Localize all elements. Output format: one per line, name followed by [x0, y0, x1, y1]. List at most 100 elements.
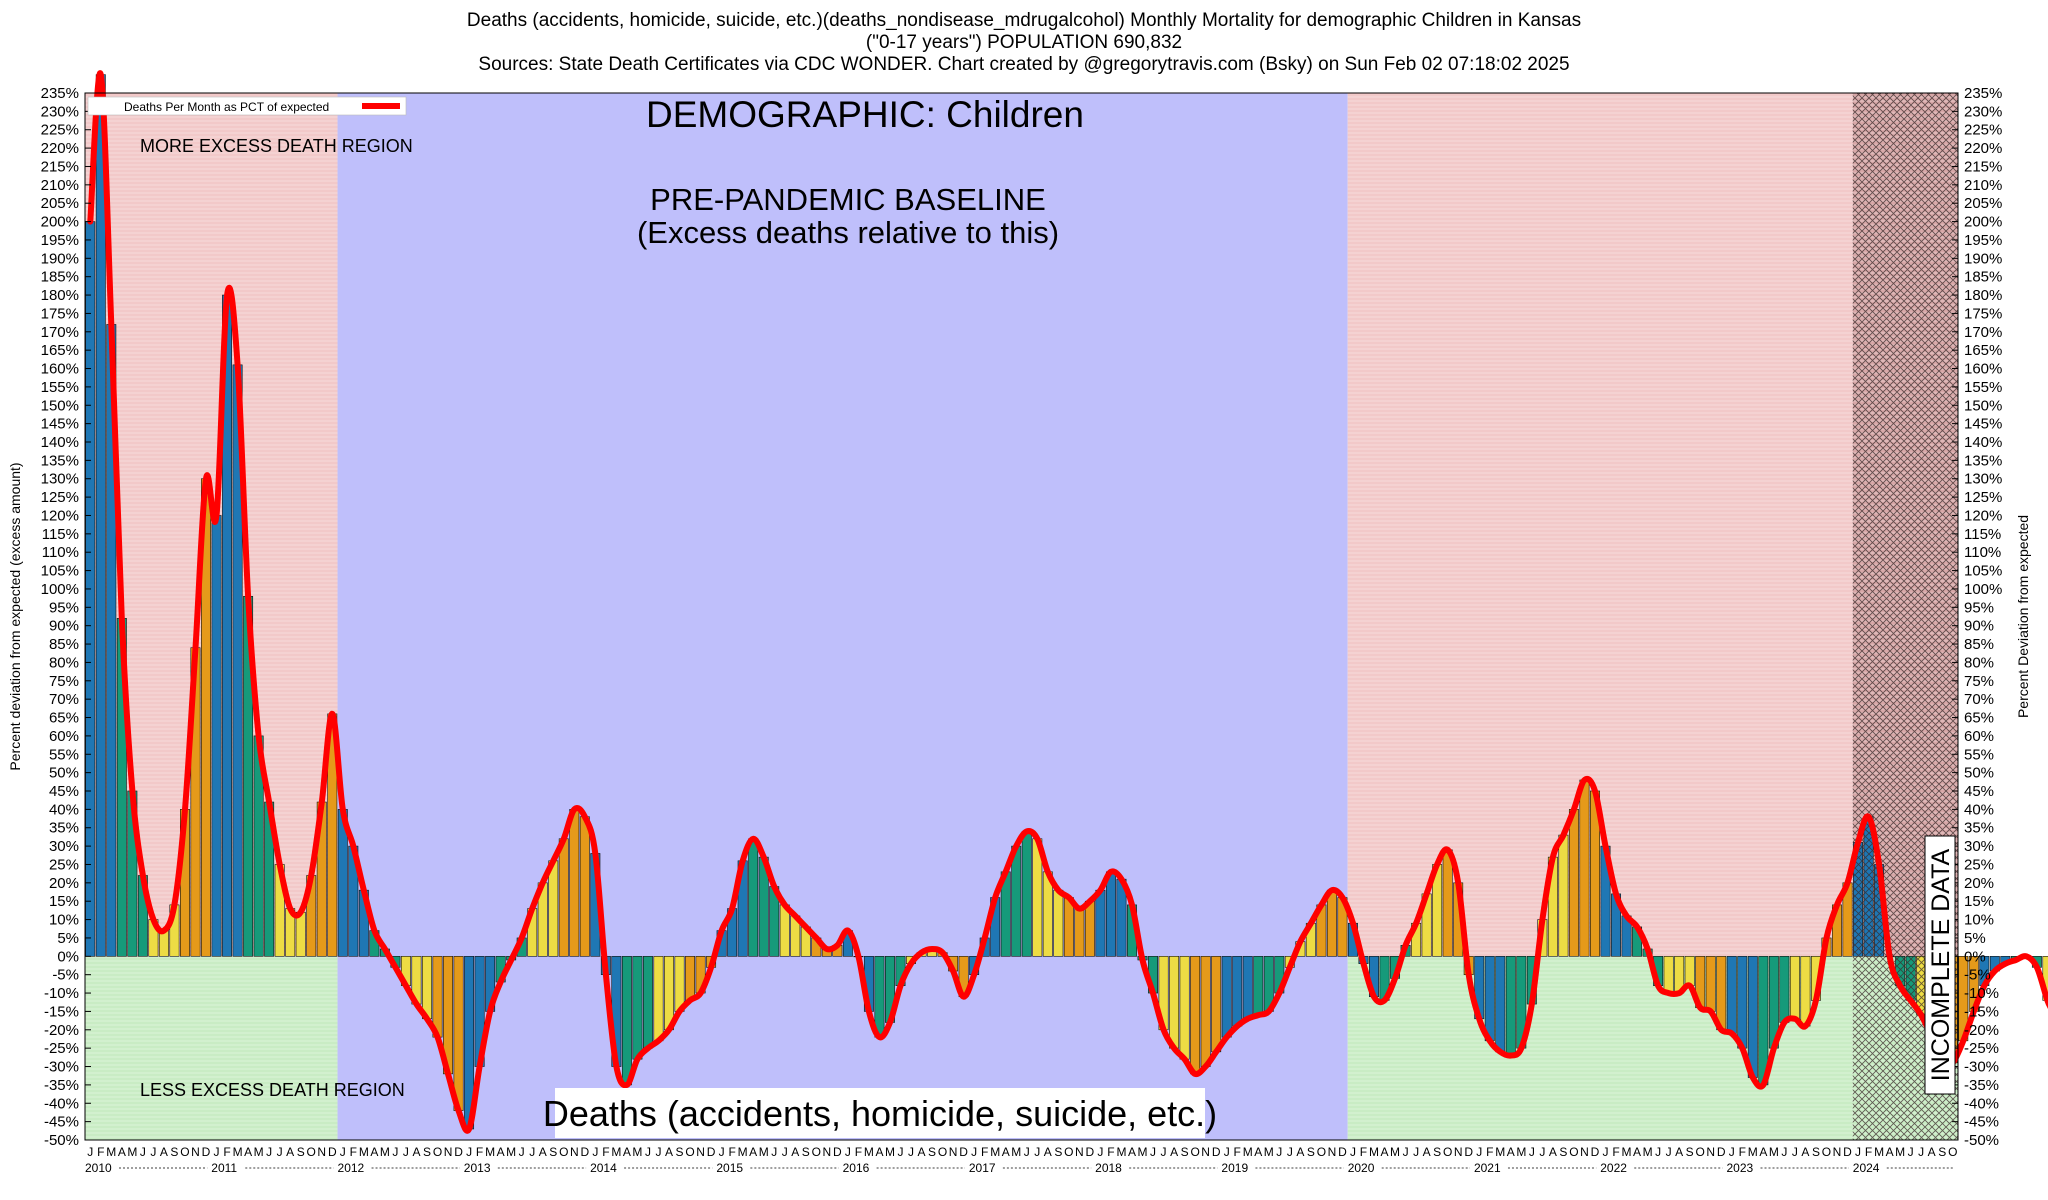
- ytick-label-right--5: -5%: [1964, 967, 1991, 984]
- month-label-15: A: [244, 1145, 252, 1159]
- footer-label-box: [555, 1088, 1205, 1138]
- ytick-label-right-25: 25%: [1964, 856, 1994, 873]
- month-label-175: A: [1928, 1145, 1936, 1159]
- month-label-157: F: [1739, 1145, 1746, 1159]
- ytick-label-left-10: 10%: [49, 912, 79, 929]
- ytick-label-right-125: 125%: [1964, 489, 2002, 506]
- ytick-label-right-215: 215%: [1964, 158, 2002, 175]
- month-label-138: J: [1539, 1145, 1545, 1159]
- ytick-label-left-30: 30%: [49, 838, 79, 855]
- bar-51: [621, 956, 632, 1086]
- bar-52: [632, 956, 643, 1060]
- month-label-28: M: [380, 1145, 390, 1159]
- month-label-77: J: [897, 1145, 903, 1159]
- month-label-39: A: [497, 1145, 505, 1159]
- month-label-156: J: [1729, 1145, 1735, 1159]
- month-label-125: J: [1403, 1145, 1409, 1159]
- ytick-label-right-110: 110%: [1964, 544, 2001, 561]
- ytick-label-right--25: -25%: [1964, 1040, 1999, 1057]
- ytick-label-right--15: -15%: [1964, 1003, 1999, 1020]
- year-label-2021: 2021: [1474, 1161, 1501, 1175]
- ytick-label-left-195: 195%: [41, 232, 79, 249]
- month-label-101: J: [1150, 1145, 1156, 1159]
- bar-57: [685, 956, 696, 1001]
- month-label-107: D: [1212, 1145, 1221, 1159]
- ytick-label-right-5: 5%: [1964, 930, 1986, 947]
- ytick-label-right-45: 45%: [1964, 783, 1994, 800]
- ytick-label-right-225: 225%: [1964, 122, 2002, 139]
- ytick-label-right-80: 80%: [1964, 654, 1994, 671]
- month-label-94: N: [1075, 1145, 1084, 1159]
- ytick-label-left-45: 45%: [49, 783, 79, 800]
- bar-44: [548, 860, 559, 957]
- ytick-label-right-235: 235%: [1964, 85, 2002, 102]
- ytick-label-left-15: 15%: [49, 893, 79, 910]
- annotation-footer-label: Deaths (accidents, homicide, suicide, et…: [543, 1093, 1217, 1134]
- month-label-69: O: [812, 1145, 821, 1159]
- month-label-46: N: [570, 1145, 579, 1159]
- month-label-154: N: [1706, 1145, 1715, 1159]
- ytick-label-right--50: -50%: [1964, 1132, 1999, 1149]
- bar-53: [642, 956, 653, 1049]
- month-label-95: D: [1086, 1145, 1095, 1159]
- month-label-23: D: [328, 1145, 337, 1159]
- ytick-label-left-165: 165%: [41, 342, 79, 359]
- ytick-label-left-155: 155%: [41, 379, 79, 396]
- ytick-label-left-70: 70%: [49, 691, 79, 708]
- month-label-90: J: [1034, 1145, 1040, 1159]
- month-label-82: N: [949, 1145, 958, 1159]
- ytick-label-right-195: 195%: [1964, 232, 2002, 249]
- month-label-71: D: [833, 1145, 842, 1159]
- ytick-label-right-155: 155%: [1964, 379, 2002, 396]
- month-label-8: S: [170, 1145, 178, 1159]
- month-label-87: A: [1002, 1145, 1010, 1159]
- ytick-label-right--10: -10%: [1964, 985, 1999, 1002]
- month-label-120: J: [1350, 1145, 1356, 1159]
- bar-20: [295, 911, 306, 957]
- bar-45: [558, 838, 569, 957]
- month-label-126: J: [1413, 1145, 1419, 1159]
- ytick-label-left-225: 225%: [41, 122, 79, 139]
- month-label-130: N: [1454, 1145, 1463, 1159]
- ytick-label-right-190: 190%: [1964, 250, 2002, 267]
- y-axis-label-right: Percent Deviation from expected: [2015, 515, 2031, 718]
- month-label-67: A: [791, 1145, 799, 1159]
- ytick-label-right-210: 210%: [1964, 177, 2002, 194]
- month-label-104: S: [1181, 1145, 1189, 1159]
- annotation-baseline-line1: PRE-PANDEMIC BASELINE: [650, 182, 1046, 217]
- month-label-161: J: [1781, 1145, 1787, 1159]
- month-label-0: J: [87, 1145, 93, 1159]
- month-label-113: J: [1276, 1145, 1282, 1159]
- month-label-177: O: [1948, 1145, 1957, 1159]
- ytick-label-right-120: 120%: [1964, 507, 2002, 524]
- month-label-54: J: [655, 1145, 661, 1159]
- month-label-119: D: [1338, 1145, 1347, 1159]
- year-label-2013: 2013: [464, 1161, 491, 1175]
- month-label-61: F: [728, 1145, 735, 1159]
- month-label-83: D: [959, 1145, 968, 1159]
- month-label-56: S: [676, 1145, 684, 1159]
- bar-105: [1190, 956, 1201, 1075]
- bar-1: [95, 74, 106, 957]
- month-label-150: J: [1666, 1145, 1672, 1159]
- month-label-129: O: [1443, 1145, 1452, 1159]
- chart-title-line-3: Sources: State Death Certificates via CD…: [478, 54, 1570, 75]
- ytick-label-left--20: -20%: [44, 1022, 79, 1039]
- month-label-74: M: [864, 1145, 874, 1159]
- month-label-47: D: [580, 1145, 589, 1159]
- ytick-label-left-190: 190%: [41, 250, 79, 267]
- month-label-88: M: [1011, 1145, 1021, 1159]
- ytick-label-right-20: 20%: [1964, 875, 1994, 892]
- bar-95: [1084, 900, 1095, 957]
- month-label-155: D: [1717, 1145, 1726, 1159]
- month-label-123: A: [1381, 1145, 1389, 1159]
- ytick-label-left-145: 145%: [41, 416, 79, 433]
- ytick-label-left--35: -35%: [44, 1077, 79, 1094]
- month-label-31: A: [412, 1145, 420, 1159]
- ytick-label-right--40: -40%: [1964, 1095, 1999, 1112]
- region-stripes-0: [85, 93, 338, 1140]
- month-label-1: F: [97, 1145, 104, 1159]
- bar-135: [1505, 956, 1516, 1056]
- month-label-37: F: [476, 1145, 483, 1159]
